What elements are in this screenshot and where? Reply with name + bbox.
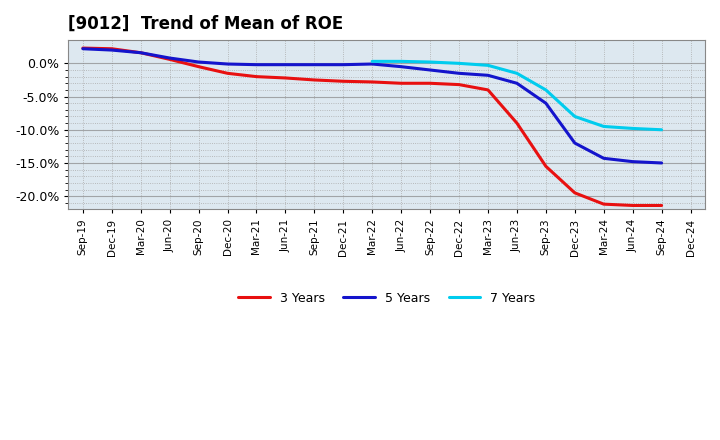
3 Years	[368, 79, 377, 84]
3 Years	[78, 45, 87, 51]
7 Years	[570, 114, 579, 119]
5 Years	[194, 59, 203, 65]
3 Years	[629, 203, 637, 208]
7 Years	[600, 124, 608, 129]
5 Years	[397, 64, 405, 70]
3 Years	[310, 77, 319, 83]
5 Years	[368, 61, 377, 66]
5 Years	[223, 61, 232, 66]
5 Years	[339, 62, 348, 67]
3 Years	[281, 75, 289, 81]
3 Years	[541, 164, 550, 169]
5 Years	[78, 46, 87, 51]
3 Years	[657, 203, 666, 208]
3 Years	[397, 81, 405, 86]
5 Years	[426, 67, 434, 73]
5 Years	[310, 62, 319, 67]
3 Years	[252, 74, 261, 79]
3 Years	[339, 79, 348, 84]
Line: 5 Years: 5 Years	[83, 49, 662, 163]
7 Years	[541, 87, 550, 92]
7 Years	[426, 59, 434, 65]
Text: [9012]  Trend of Mean of ROE: [9012] Trend of Mean of ROE	[68, 15, 343, 33]
7 Years	[657, 127, 666, 132]
5 Years	[107, 48, 116, 53]
7 Years	[629, 126, 637, 131]
7 Years	[484, 63, 492, 68]
3 Years	[484, 87, 492, 92]
3 Years	[223, 71, 232, 76]
5 Years	[600, 156, 608, 161]
5 Years	[484, 73, 492, 78]
3 Years	[600, 202, 608, 207]
7 Years	[513, 71, 521, 76]
5 Years	[455, 71, 464, 76]
7 Years	[455, 61, 464, 66]
3 Years	[455, 82, 464, 87]
5 Years	[657, 160, 666, 165]
7 Years	[368, 59, 377, 64]
3 Years	[194, 64, 203, 70]
Line: 7 Years: 7 Years	[372, 61, 662, 130]
3 Years	[570, 190, 579, 195]
3 Years	[513, 121, 521, 126]
3 Years	[426, 81, 434, 86]
5 Years	[629, 159, 637, 164]
3 Years	[136, 50, 145, 55]
3 Years	[107, 46, 116, 51]
5 Years	[166, 55, 174, 61]
7 Years	[397, 59, 405, 64]
Legend: 3 Years, 5 Years, 7 Years: 3 Years, 5 Years, 7 Years	[233, 287, 540, 310]
5 Years	[513, 81, 521, 86]
5 Years	[281, 62, 289, 67]
5 Years	[252, 62, 261, 67]
3 Years	[166, 57, 174, 62]
5 Years	[570, 140, 579, 146]
5 Years	[136, 50, 145, 55]
5 Years	[541, 101, 550, 106]
Line: 3 Years: 3 Years	[83, 48, 662, 205]
